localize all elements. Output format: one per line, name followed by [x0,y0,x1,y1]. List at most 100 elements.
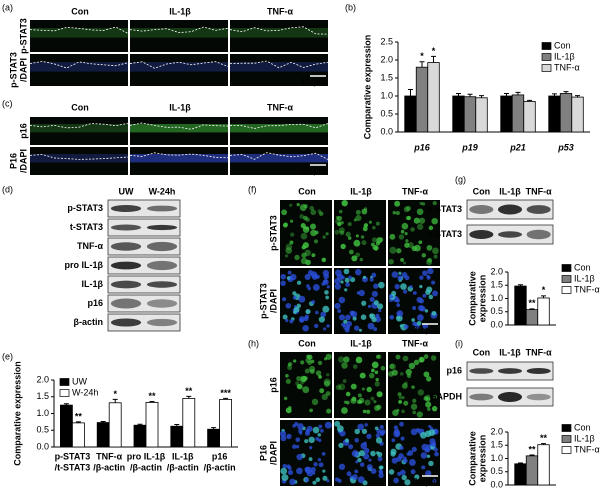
cell [296,467,303,475]
cell [282,222,288,228]
cell [292,424,296,428]
cell [349,310,355,316]
cell [377,456,383,462]
cell [397,392,402,397]
cell [358,400,363,404]
cell [391,271,399,278]
row-label: /DAPI [268,289,278,313]
cell [298,428,303,434]
cell [399,421,404,427]
boundary-line [229,152,329,160]
cell [404,231,408,236]
cell [434,451,439,457]
cell [355,234,359,238]
cell [423,354,429,359]
cell [358,450,366,457]
bar [427,62,440,133]
cell [344,327,350,333]
bar [182,398,196,448]
cell [418,356,425,363]
x-tick-label: p19 [461,142,478,152]
column-header: Con [71,6,89,16]
bar [537,297,550,326]
scale-bar-label: 20 μm [413,476,438,486]
cell [391,438,396,443]
cell [297,384,304,390]
legend-label: Con [554,40,571,50]
error-bar [407,89,413,96]
cell [432,478,437,483]
cell [292,444,297,449]
y-tick-label: 2.0 [380,54,393,64]
tissue-signal [30,28,128,38]
cell [293,310,297,315]
cell [375,221,380,226]
cell [280,273,287,280]
bar [514,463,527,486]
cell [338,463,346,470]
cell [301,252,307,259]
cell [360,314,367,320]
cell [411,446,417,452]
cell [361,208,368,215]
cell [368,372,375,379]
error-bar [503,92,509,96]
cell [397,316,401,320]
error-bar [223,397,229,400]
cell [399,445,404,451]
cell [296,383,302,389]
y-tick-label: 0.0 [490,319,503,329]
cell [310,209,317,216]
row-label: p-STAT3 [8,52,18,88]
cell [371,272,377,278]
cell [290,232,295,237]
scale-bar-label: 20 μm [413,324,438,334]
cell [392,210,396,215]
cell [402,355,409,362]
bar [537,444,550,486]
cell [421,202,426,206]
tissue-signal [30,62,128,72]
error-bar [211,427,217,430]
cell [379,237,384,242]
legend-swatch [541,42,552,50]
significance-mark: ** [528,444,536,454]
cell [322,235,326,239]
cell [370,450,376,457]
cell [416,223,424,230]
error-bar [431,55,437,63]
cell [293,359,297,363]
panel-label: (e) [2,351,13,361]
column-header: TNF-α [402,338,428,348]
error-bar [551,93,557,96]
cell [361,387,365,391]
x-tick-label: /β-actin [130,462,162,472]
cell [419,284,423,289]
lane-header: W-24h [149,186,176,196]
bar [219,399,233,448]
blot-row-label: p16 [446,365,462,375]
micrograph [130,20,228,52]
blot-row-label: p-STAT3 [67,203,103,213]
legend-swatch [59,378,70,386]
cell [416,296,423,303]
cell [308,457,313,462]
blot-band [146,281,178,288]
cell [373,327,378,332]
cell [310,229,317,237]
blot-band [497,391,523,403]
lane-header: UW [119,186,134,196]
cell [355,252,361,258]
panel-label: (g) [455,174,466,184]
x-tick-label: /β-actin [93,462,125,472]
y-tick-label: 0.5 [380,108,393,118]
legend-label: TNF-α [574,284,600,294]
column-header: TNF-α [267,6,293,16]
cell [322,475,328,481]
cell [422,293,427,298]
cell [358,289,365,297]
cell [428,294,434,300]
cell [389,233,396,240]
error-bar [529,308,535,310]
legend-swatch [561,424,572,432]
